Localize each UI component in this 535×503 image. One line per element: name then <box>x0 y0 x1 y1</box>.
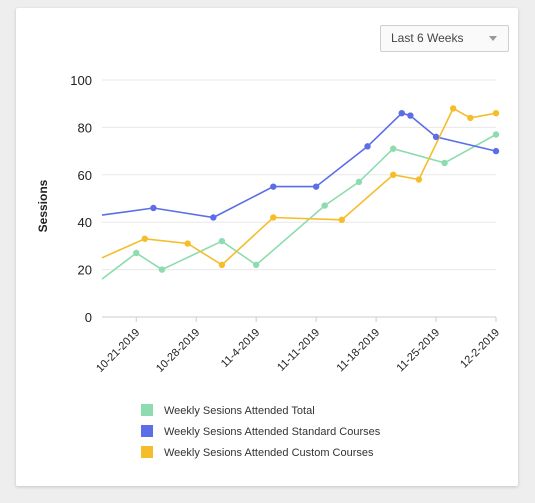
data-point[interactable] <box>321 202 328 209</box>
y-axis-label: Sessions <box>36 179 50 232</box>
series-points <box>133 105 500 273</box>
line-chart: 0 20 40 60 80 100 10-21-2019 10-28-2019 11-4-20… <box>36 73 502 375</box>
data-point[interactable] <box>390 145 397 152</box>
y-tick-label: 60 <box>78 168 92 183</box>
data-point[interactable] <box>492 131 500 138</box>
data-point[interactable] <box>141 235 149 242</box>
legend-swatch <box>141 404 153 416</box>
data-point[interactable] <box>252 261 260 269</box>
series-line-2 <box>101 112 497 219</box>
legend-swatch <box>141 446 153 458</box>
x-tick-label: 11-18-2019 <box>335 327 383 375</box>
data-point[interactable] <box>150 204 157 212</box>
x-tick-label: 11-25-2019 <box>394 327 442 375</box>
data-point[interactable] <box>492 109 500 117</box>
data-point[interactable] <box>210 214 217 221</box>
data-point[interactable] <box>158 266 166 273</box>
y-tick-label: 40 <box>78 215 92 230</box>
x-tick-label: 11-11-2019 <box>275 327 322 374</box>
data-point[interactable] <box>364 143 371 150</box>
legend-label: Weekly Sesions Attended Total <box>164 405 315 417</box>
x-tick-label: 10-21-2019 <box>94 327 142 375</box>
x-axis-ticks: 10-21-2019 10-28-2019 11-4-2019 11-11-2019 1… <box>94 317 502 375</box>
date-range-value: Last 6 Weeks <box>391 31 464 45</box>
legend-label: Weekly Sesions Attended Custom Courses <box>164 447 374 459</box>
data-point[interactable] <box>449 105 457 112</box>
data-point[interactable] <box>441 159 448 167</box>
x-tick-label: 12-2-2019 <box>458 327 502 371</box>
date-range-dropdown[interactable]: Last 6 Weeks <box>380 25 509 52</box>
data-point[interactable] <box>270 183 277 190</box>
data-point[interactable] <box>407 112 414 119</box>
y-tick-label: 20 <box>78 263 92 278</box>
data-point[interactable] <box>415 176 423 183</box>
y-tick-label: 0 <box>85 310 92 325</box>
data-point[interactable] <box>218 237 226 245</box>
data-point[interactable] <box>492 147 500 155</box>
x-tick-label: 10-28-2019 <box>154 327 202 375</box>
data-point[interactable] <box>218 261 226 269</box>
x-tick-label: 11-4-2019 <box>219 327 262 370</box>
data-point[interactable] <box>467 114 474 122</box>
legend-label: Weekly Sesions Attended Standard Courses <box>164 426 381 438</box>
data-point[interactable] <box>432 133 440 141</box>
y-tick-label: 100 <box>70 73 92 88</box>
data-point[interactable] <box>390 171 397 178</box>
data-point[interactable] <box>355 178 363 186</box>
y-axis-ticks: 0 20 40 60 80 100 <box>70 73 92 325</box>
gridlines <box>102 79 496 318</box>
chevron-down-icon <box>489 36 497 41</box>
data-point[interactable] <box>270 214 277 221</box>
data-point[interactable] <box>133 249 140 257</box>
legend-swatch <box>141 425 153 437</box>
data-point[interactable] <box>398 109 405 117</box>
series-line-1 <box>101 133 497 280</box>
data-point[interactable] <box>184 240 191 247</box>
chart-card: Last 6 Weeks 0 20 40 60 80 100 10-21-2019 10-2… <box>16 8 518 486</box>
y-tick-label: 80 <box>78 120 92 135</box>
data-point[interactable] <box>312 183 320 190</box>
data-point[interactable] <box>338 216 346 224</box>
